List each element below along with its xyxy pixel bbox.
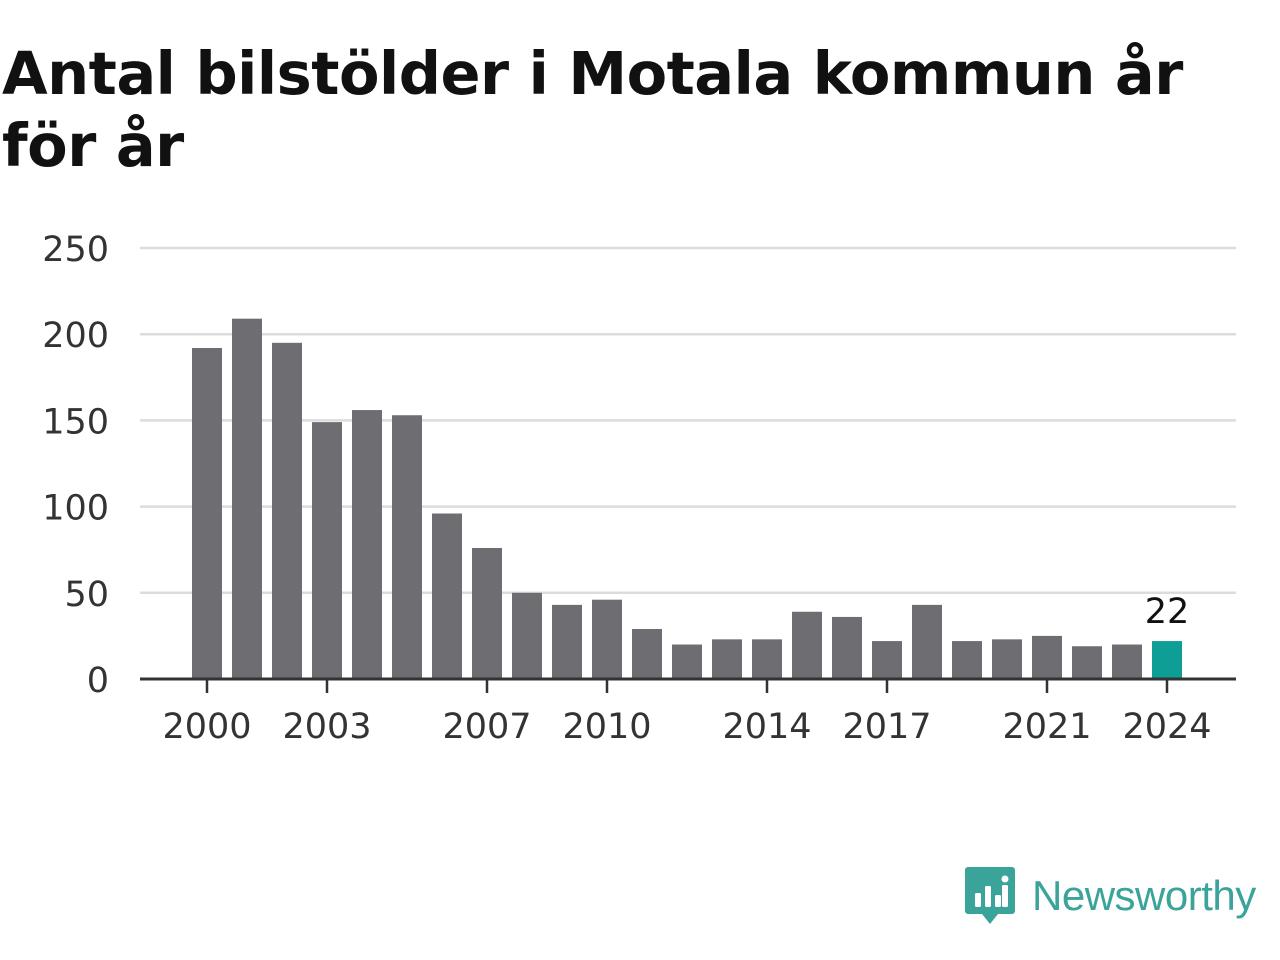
bar-2018 bbox=[912, 604, 942, 679]
x-tick-label-2003: 2003 bbox=[282, 707, 371, 747]
y-tick-label-150: 150 bbox=[42, 402, 109, 442]
bar-2013 bbox=[712, 639, 742, 679]
bar-2024 bbox=[1152, 641, 1182, 679]
x-tick-label-2017: 2017 bbox=[842, 707, 931, 747]
x-tick-label-2024: 2024 bbox=[1122, 707, 1211, 747]
data-label-2024: 22 bbox=[1145, 592, 1190, 632]
bar-2020 bbox=[992, 639, 1022, 679]
bars bbox=[192, 318, 1182, 679]
bar-2017 bbox=[872, 641, 902, 679]
y-tick-label-250: 250 bbox=[42, 230, 109, 270]
bar-2008 bbox=[512, 592, 542, 679]
x-tick-label-2007: 2007 bbox=[442, 707, 531, 747]
bar-2021 bbox=[1032, 635, 1062, 679]
bar-2007 bbox=[472, 547, 502, 679]
y-tick-label-0: 0 bbox=[87, 661, 109, 701]
x-tick-label-2021: 2021 bbox=[1002, 707, 1091, 747]
axes: 0 50 100 150 200 250 22 2000 2003 2007 2010 2014 201… bbox=[42, 230, 1236, 747]
bar-2023 bbox=[1112, 644, 1142, 679]
bar-2001 bbox=[232, 318, 262, 679]
bar-2016 bbox=[832, 616, 862, 679]
x-tick-label-2000: 2000 bbox=[162, 707, 251, 747]
bar-2011 bbox=[632, 629, 662, 679]
brand-name: Newsworthy bbox=[1032, 872, 1256, 919]
bar-2003 bbox=[312, 422, 342, 679]
bar-2009 bbox=[552, 604, 582, 679]
bar-chart: 0 50 100 150 200 250 22 2000 2003 2007 2010 2014 201… bbox=[42, 230, 1236, 747]
bar-2010 bbox=[592, 599, 622, 679]
brand-logo: Newsworthy bbox=[964, 864, 1256, 928]
x-tick-label-2014: 2014 bbox=[722, 707, 811, 747]
x-tick-label-2010: 2010 bbox=[562, 707, 651, 747]
y-tick-label-200: 200 bbox=[42, 316, 109, 356]
bar-2022 bbox=[1072, 646, 1102, 679]
gridlines bbox=[140, 246, 1236, 595]
bar-2019 bbox=[952, 641, 982, 679]
bar-2000 bbox=[192, 347, 222, 679]
newsworthy-logo-icon bbox=[965, 867, 1015, 924]
bar-2015 bbox=[792, 611, 822, 679]
bar-2014 bbox=[752, 639, 782, 679]
y-tick-label-100: 100 bbox=[42, 489, 109, 529]
bar-2004 bbox=[352, 410, 382, 679]
y-tick-label-50: 50 bbox=[64, 575, 109, 615]
chart-title: Antal bilstölder i Motala kommun år för … bbox=[2, 39, 1183, 180]
bar-2012 bbox=[672, 644, 702, 679]
bar-2006 bbox=[432, 513, 462, 679]
bar-2005 bbox=[392, 415, 422, 679]
bar-2002 bbox=[272, 342, 302, 679]
